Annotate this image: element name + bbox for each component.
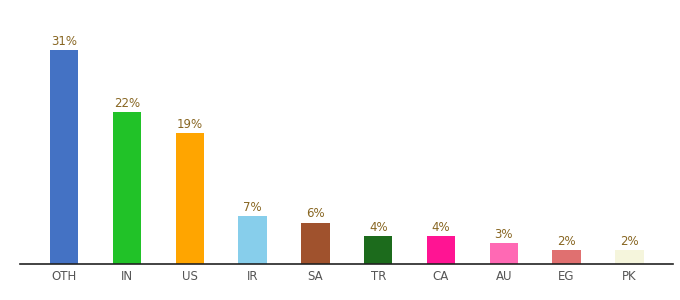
Bar	[239, 216, 267, 264]
Bar	[175, 133, 204, 264]
Text: 7%: 7%	[243, 200, 262, 214]
Text: 3%: 3%	[494, 228, 513, 241]
Bar	[113, 112, 141, 264]
Bar	[552, 250, 581, 264]
Text: 31%: 31%	[51, 34, 78, 47]
Bar	[364, 236, 392, 264]
Text: 4%: 4%	[369, 221, 388, 234]
Bar	[427, 236, 455, 264]
Bar	[50, 50, 78, 264]
Text: 22%: 22%	[114, 97, 140, 110]
Bar	[301, 223, 330, 264]
Text: 2%: 2%	[620, 235, 639, 248]
Text: 4%: 4%	[432, 221, 450, 234]
Text: 6%: 6%	[306, 207, 325, 220]
Bar	[615, 250, 643, 264]
Bar	[490, 243, 518, 264]
Text: 2%: 2%	[558, 235, 576, 248]
Text: 19%: 19%	[177, 118, 203, 130]
